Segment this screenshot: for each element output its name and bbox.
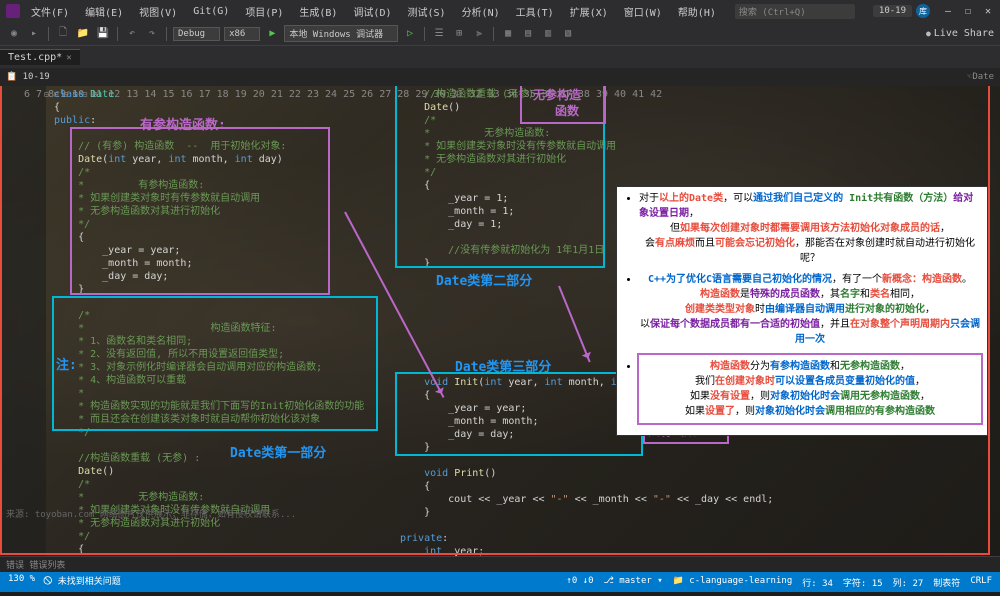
anno-date-p3-label: Date类第三部分 [455, 356, 551, 375]
menu-edit[interactable]: 编辑(E) [80, 4, 128, 19]
status-issues[interactable]: 🛇 未找到相关问题 [43, 574, 121, 590]
status-line[interactable]: 行: 34 [802, 576, 833, 589]
code-left[interactable]: class Date { public: // (有参) 构造函数 -- 用于初… [54, 88, 364, 556]
tb-icon-7[interactable]: ▧ [560, 26, 576, 42]
anno-note-label: 注: [56, 354, 77, 373]
menu-project[interactable]: 项目(P) [240, 4, 288, 19]
save-icon[interactable]: 💾 [95, 26, 111, 42]
menu-file[interactable]: 文件(F) [26, 4, 74, 19]
tab-bar: Test.cpp* ✕ [0, 46, 1000, 68]
statusbar: 130 % 🛇 未找到相关问题 ↑0 ↓0 ⎇ master ▾ 📁 c-lan… [0, 572, 1000, 592]
project-strip: 📋 10-19 ☜Date [0, 68, 1000, 86]
status-tabs[interactable]: 制表符 [933, 576, 960, 589]
maximize-icon[interactable]: ☐ [962, 6, 974, 17]
status-zoom[interactable]: 130 % [8, 574, 35, 590]
play2-icon[interactable]: ▷ [402, 26, 418, 42]
tab-close-icon[interactable]: ✕ [66, 53, 71, 63]
anno-noparam-label1: 无参构造 [533, 86, 581, 103]
menu-window[interactable]: 窗口(W) [619, 4, 667, 19]
watermark: 来源: toyoban.com 网络图片仅供展示，非存储，如有侵权请联系... [6, 507, 296, 520]
status-col[interactable]: 列: 27 [893, 576, 924, 589]
menu-test[interactable]: 测试(S) [403, 4, 451, 19]
tb-icon-1[interactable]: ☰ [431, 26, 447, 42]
new-icon[interactable]: 🗋 [55, 26, 71, 42]
redo-icon[interactable]: ↷ [144, 26, 160, 42]
menu-analyze[interactable]: 分析(N) [457, 4, 505, 19]
tb-icon-3[interactable]: ⫸ [471, 26, 487, 42]
tb-icon-5[interactable]: ▤ [520, 26, 536, 42]
tab-active[interactable]: Test.cpp* ✕ [0, 49, 80, 65]
status-arrows[interactable]: ↑0 ↓0 [566, 576, 593, 589]
vs-logo-icon [6, 4, 20, 18]
minimize-icon[interactable]: — [942, 6, 954, 17]
code-right[interactable]: //构造函数重载 (无参) : Date() /* * 无参构造函数: * 如果… [400, 88, 616, 270]
menu-tools[interactable]: 工具(T) [511, 4, 559, 19]
gutter [0, 86, 46, 556]
anno-date-p1-label: Date类第一部分 [230, 442, 326, 461]
target-dropdown[interactable]: 本地 Windows 调试器 [284, 25, 398, 42]
menu-git[interactable]: Git(G) [188, 6, 234, 17]
user-avatar[interactable]: 库 [916, 4, 930, 18]
tab-name: Test.cpp* [8, 52, 62, 63]
status-eol[interactable]: CRLF [970, 576, 992, 589]
open-icon[interactable]: 📁 [75, 26, 91, 42]
tb-icon-6[interactable]: ▥ [540, 26, 556, 42]
search-input[interactable]: 搜索 (Ctrl+Q) [735, 4, 855, 19]
project-strip-name: 📋 10-19 [6, 72, 50, 82]
menu-view[interactable]: 视图(V) [134, 4, 182, 19]
forward-icon[interactable]: ▸ [26, 26, 42, 42]
editor[interactable]: 6 7 8 9 10 11 12 13 14 15 16 17 18 19 20… [0, 86, 1000, 556]
menu-help[interactable]: 帮助(H) [673, 4, 721, 19]
status-char[interactable]: 字符: 15 [843, 576, 883, 589]
info-bullet-2: C++为了优化C语言需要自己初始化的情况，有了一个新概念：构造函数。 构造函数是… [639, 272, 981, 347]
menu-extensions[interactable]: 扩展(X) [565, 4, 613, 19]
config-dropdown[interactable]: Debug [173, 27, 220, 41]
info-bullet-3: 构造函数分为有参构造函数和无参构造函数， 我们在创建对象时可以设置各成员变量初始… [639, 353, 981, 425]
anno-date-p2-label: Date类第二部分 [436, 270, 532, 289]
undo-icon[interactable]: ↶ [124, 26, 140, 42]
titlebar: 文件(F) 编辑(E) 视图(V) Git(G) 项目(P) 生成(B) 调试(… [0, 0, 1000, 22]
anno-param-ctor-label: 有参构造函数: [140, 114, 226, 133]
info-panel: 对于以上的Date类，可以通过我们自己定义的 Init共有函数（方法）给对象设置… [616, 186, 988, 436]
nav-breadcrumb[interactable]: ☜Date [967, 72, 994, 82]
tb-icon-2[interactable]: ⊞ [451, 26, 467, 42]
close-icon[interactable]: ✕ [982, 6, 994, 17]
project-name: 10-19 [873, 5, 912, 17]
tb-icon-4[interactable]: ▦ [500, 26, 516, 42]
error-strip[interactable]: 错误 错误列表 [0, 556, 1000, 572]
anno-noparam-label2: 函数 [555, 102, 579, 119]
status-branch[interactable]: ⎇ master ▾ [604, 576, 663, 589]
back-icon[interactable]: ◉ [6, 26, 22, 42]
play-icon[interactable]: ▶ [264, 26, 280, 42]
platform-dropdown[interactable]: x86 [224, 27, 260, 41]
status-lang[interactable]: 📁 c-language-learning [673, 576, 793, 589]
toolbar: ◉ ▸ 🗋 📁 💾 ↶ ↷ Debug x86 ▶ 本地 Windows 调试器… [0, 22, 1000, 46]
liveshare-button[interactable]: Live Share [926, 28, 994, 39]
menu-debug[interactable]: 调试(D) [348, 4, 396, 19]
info-bullet-1: 对于以上的Date类，可以通过我们自己定义的 Init共有函数（方法）给对象设置… [639, 191, 981, 266]
menu-build[interactable]: 生成(B) [294, 4, 342, 19]
window-controls: — ☐ ✕ [942, 6, 994, 17]
